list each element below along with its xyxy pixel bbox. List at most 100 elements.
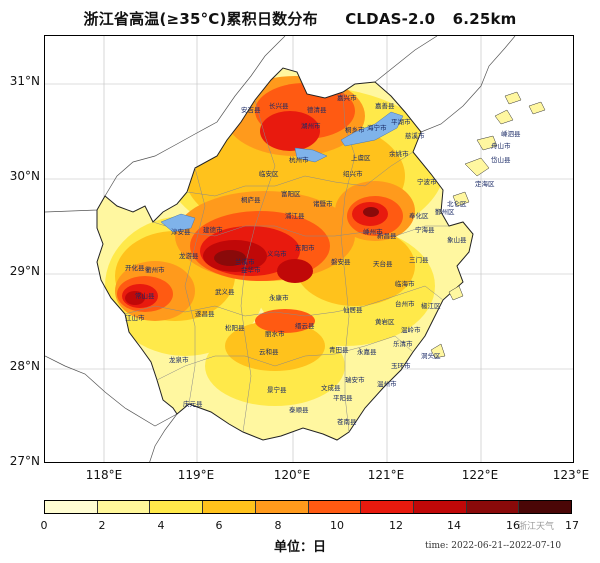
place-label: 乐清市 — [393, 339, 413, 348]
place-label: 景宁县 — [267, 385, 287, 394]
lon-tick-122: 122°E — [461, 468, 499, 482]
place-label: 长兴县 — [269, 101, 289, 110]
watermark-text: 浙江天气 — [518, 522, 555, 532]
place-label: 杭州市 — [289, 155, 309, 164]
place-label: 龙泉市 — [169, 355, 189, 364]
lon-tick-119: 119°E — [177, 468, 215, 482]
county-boundaries — [124, 91, 449, 433]
place-label: 临安区 — [259, 169, 279, 178]
title-main: 浙江省高温(≥35°C)累积日数分布 — [83, 10, 318, 28]
place-label: 台州市 — [395, 299, 415, 308]
place-label: 义乌市 — [267, 249, 287, 258]
qiantang-river — [294, 147, 328, 163]
place-label: 海宁市 — [367, 123, 387, 132]
place-label: 嵊泗县 — [501, 129, 521, 138]
place-label: 磐安县 — [331, 257, 351, 266]
place-label: 永康市 — [269, 293, 289, 302]
place-label: 定海区 — [475, 179, 495, 188]
place-label: 余姚市 — [389, 149, 409, 158]
place-label: 庆元县 — [183, 399, 203, 408]
place-label: 桐庐县 — [241, 195, 261, 204]
map-title: 浙江省高温(≥35°C)累积日数分布 CLDAS-2.0 6.25km — [0, 8, 600, 29]
place-label: 宁海县 — [415, 225, 435, 234]
color-bar-segment — [254, 501, 308, 513]
place-label: 岱山县 — [491, 155, 511, 164]
lat-tick-29: 29°N — [9, 264, 40, 278]
place-label: 舟山市 — [491, 141, 511, 150]
place-label: 开化县 — [125, 263, 145, 272]
place-label: 黄岩区 — [375, 317, 395, 326]
place-label: 江山市 — [125, 313, 145, 322]
place-label: 嵊州市 — [363, 227, 383, 236]
lon-tick-118: 118°E — [85, 468, 123, 482]
cbar-tick-6: 6 — [215, 519, 223, 532]
place-label: 金华市 — [241, 265, 261, 274]
cbar-tick-2: 2 — [98, 519, 106, 532]
place-label: 松阳县 — [225, 323, 245, 332]
color-bar — [44, 500, 572, 514]
cbar-tick-4: 4 — [157, 519, 165, 532]
hangzhou-bay — [340, 111, 404, 147]
place-label: 北仑区 — [447, 199, 467, 208]
place-label: 永嘉县 — [357, 347, 377, 356]
cbar-tick-12: 12 — [389, 519, 403, 532]
place-label: 富阳区 — [281, 189, 301, 198]
place-label: 象山县 — [447, 235, 467, 244]
islands — [430, 91, 546, 359]
title-resolution: 6.25km — [452, 10, 517, 28]
place-label: 平湖市 — [391, 117, 411, 126]
place-label: 椒江区 — [421, 301, 441, 310]
place-label: 安吉县 — [241, 105, 261, 114]
place-label: 新昌县 — [377, 231, 397, 240]
place-label: 洞头区 — [421, 351, 441, 360]
cbar-tick-16: 16 — [506, 519, 520, 532]
lat-tick-27: 27°N — [9, 454, 40, 468]
lon-tick-123: 123°E — [552, 468, 590, 482]
color-bar-segment — [307, 501, 361, 513]
place-label: 泰顺县 — [289, 405, 309, 414]
heat-field — [97, 68, 473, 440]
color-bar-segment — [149, 501, 203, 513]
color-bar-segment — [202, 501, 255, 513]
place-label: 遂昌县 — [195, 309, 215, 318]
lon-tick-120: 120°E — [273, 468, 311, 482]
title-model: CLDAS-2.0 — [345, 10, 436, 28]
unit-label: 单位：日 — [273, 540, 326, 555]
place-label: 慈溪市 — [405, 131, 425, 140]
lon-tick-121: 121°E — [367, 468, 405, 482]
map-panel: 嘉兴市 湖州市 杭州市 绍兴市 宁波市 舟山市 金华市 衢州市 丽水市 台州市 温州市 义乌市 东阳市永… — [44, 35, 574, 463]
place-label: 建德市 — [203, 225, 223, 234]
place-label: 东阳市 — [295, 243, 315, 252]
place-label: 嘉善县 — [375, 101, 395, 110]
place-label: 三门县 — [409, 255, 429, 264]
place-label: 奉化区 — [409, 211, 429, 220]
place-label: 临海市 — [395, 279, 415, 288]
lat-tick-28: 28°N — [9, 359, 40, 373]
time-range: time: 2022-06-21--2022-07-10 — [425, 541, 562, 551]
place-label: 德清县 — [307, 105, 327, 114]
place-label: 天台县 — [373, 259, 393, 268]
place-label: 兰溪市 — [235, 257, 255, 266]
place-label: 桐乡市 — [345, 125, 365, 134]
color-bar-segment — [465, 501, 519, 513]
color-bar-segment — [518, 501, 572, 513]
place-label: 武义县 — [215, 287, 235, 296]
qiandao-lake — [160, 213, 196, 233]
place-label: 平阳县 — [333, 393, 353, 402]
place-label: 嘉兴市 — [337, 93, 357, 102]
province-boundary — [96, 67, 474, 441]
place-label: 常山县 — [135, 291, 155, 300]
cbar-tick-8: 8 — [274, 519, 282, 532]
lat-tick-30: 30°N — [9, 169, 40, 183]
place-label: 玉环市 — [391, 361, 411, 370]
place-label: 宁波市 — [417, 177, 437, 186]
place-label: 丽水市 — [265, 329, 285, 338]
place-label: 青田县 — [329, 345, 349, 354]
place-label: 缙云县 — [295, 321, 315, 330]
color-bar-segment — [96, 501, 150, 513]
place-label: 温州市 — [377, 379, 397, 388]
place-label: 瑞安市 — [345, 375, 365, 384]
place-label: 温岭市 — [401, 325, 421, 334]
